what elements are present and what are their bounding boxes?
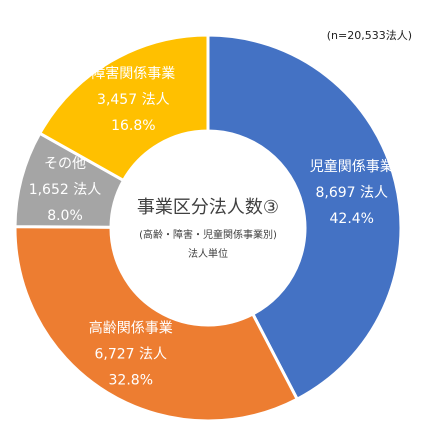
value-label: 6,727 法人 <box>95 346 168 362</box>
category-label: 高齢関係事業 <box>89 319 173 336</box>
slice <box>37 33 210 183</box>
value-label: 8,697 法人 <box>315 185 388 201</box>
chart-title: 事業区分法人数③ <box>137 197 279 218</box>
slice <box>206 33 403 402</box>
unit-note: 法人単位 <box>188 247 228 260</box>
percent-label: 42.4% <box>330 211 374 227</box>
annotation: (n=20,533法人) <box>327 28 412 42</box>
value-label: 3,457 法人 <box>97 92 170 108</box>
category-label: 障害関係事業 <box>91 66 175 82</box>
percent-label: 16.8% <box>111 118 155 134</box>
labels: 児童関係事業 8,697 法人 42.4% 高齢関係事業 6,727 法人 32.8% その… <box>29 66 394 388</box>
slices <box>13 33 403 423</box>
slice <box>13 225 300 423</box>
subtitle: (高齢・障害・児童関係事業別) <box>139 228 277 241</box>
category-label: その他 <box>44 156 86 172</box>
value-label: 1,652 法人 <box>29 182 102 198</box>
category-label: 児童関係事業 <box>310 158 394 175</box>
percent-label: 8.0% <box>47 208 83 224</box>
percent-label: 32.8% <box>109 372 153 388</box>
